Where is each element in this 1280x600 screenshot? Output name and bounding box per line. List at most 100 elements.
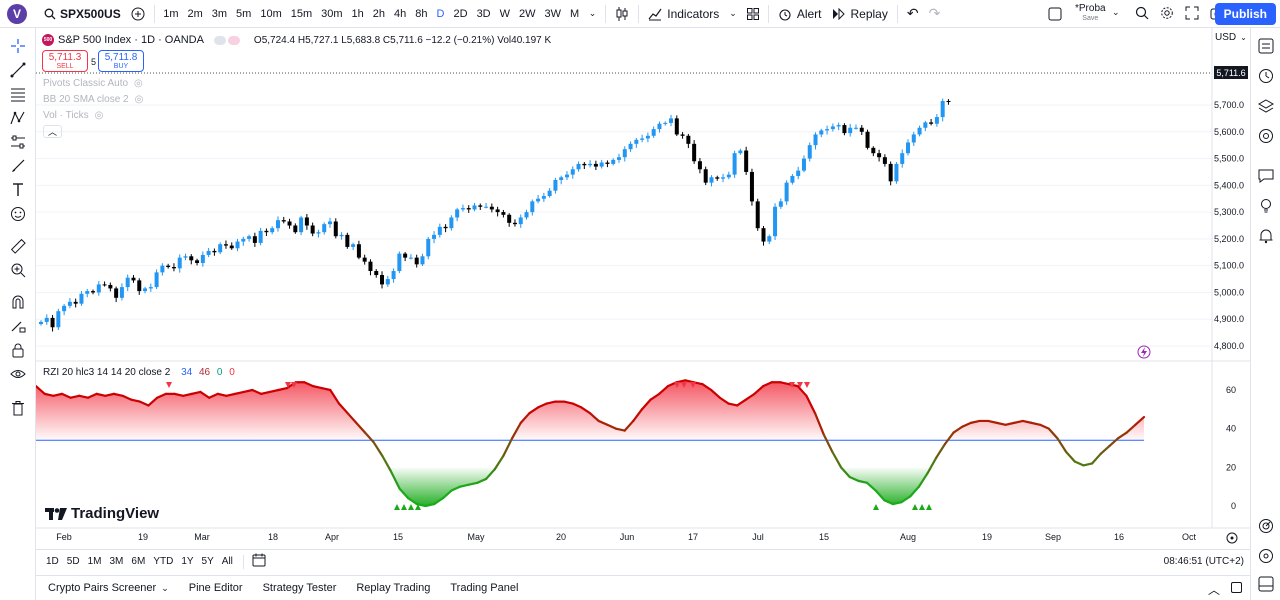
fullscreen-layout-button[interactable] <box>1043 0 1067 28</box>
range-ytd[interactable]: YTD <box>153 556 174 567</box>
price-axis[interactable]: 5,700.0 5,600.0 5,500.0 5,400.0 5,300.0 5,200… <box>1214 100 1244 351</box>
panels-button[interactable] <box>1256 574 1276 594</box>
indicators-button[interactable]: Indicators <box>643 0 724 28</box>
chart-canvas[interactable]: 5,700.0 5,600.0 5,500.0 5,400.0 5,300.0 5,200… <box>36 28 1250 549</box>
interval-w[interactable]: W <box>499 7 511 20</box>
chat-button[interactable] <box>1256 166 1276 186</box>
notifications-button[interactable] <box>1256 226 1276 246</box>
range-1d[interactable]: 1D <box>46 556 59 567</box>
alerts-button[interactable] <box>1256 66 1276 86</box>
tab-crypto-pairs-screener[interactable]: Crypto Pairs Screener ⌄ <box>48 582 169 594</box>
trend-line-tool[interactable] <box>8 60 28 80</box>
delete-tool[interactable] <box>8 398 28 418</box>
symbol-search[interactable]: SPX500US <box>39 0 126 28</box>
interval-dropdown[interactable]: ⌄ <box>584 0 602 28</box>
projection-tool[interactable] <box>8 132 28 152</box>
layouts-button[interactable] <box>742 0 764 28</box>
settings-button[interactable] <box>1160 6 1174 23</box>
tab-trading-panel[interactable]: Trading Panel <box>450 582 519 594</box>
text-tool[interactable] <box>8 180 28 200</box>
publish-button[interactable]: Publish <box>1214 3 1276 25</box>
interval-30m[interactable]: 30m <box>321 7 343 20</box>
object-tree-button[interactable] <box>1256 96 1276 116</box>
indicator-vol[interactable]: Vol · Ticks ◎ <box>43 110 103 121</box>
chart-type-button[interactable] <box>610 0 634 28</box>
timezone-clock[interactable]: 08:46:51 (UTC+2) <box>1163 556 1244 567</box>
ideas-button[interactable] <box>1256 196 1276 216</box>
layout-dropdown[interactable]: ⌄ <box>1112 7 1120 18</box>
fullscreen-button[interactable] <box>1185 6 1199 23</box>
lightning-badge[interactable] <box>1137 345 1151 359</box>
hotlist-button[interactable] <box>1256 126 1276 146</box>
collapse-panel-button[interactable]: ︿ <box>1208 581 1220 598</box>
range-3m[interactable]: 3M <box>109 556 124 567</box>
currency-selector[interactable]: USD ⌄ <box>1215 32 1247 43</box>
goto-date-button[interactable] <box>252 553 266 570</box>
interval-2w[interactable]: 2W <box>519 7 536 20</box>
range-5d[interactable]: 5D <box>66 556 80 567</box>
time-axis[interactable]: Feb 19 Mar 18 Apr 15 May 20 Jun 17 Jul 15 Aug 19 Sep 16… <box>56 532 1196 542</box>
quick-search-button[interactable] <box>1135 6 1149 23</box>
interval-8h[interactable]: 8h <box>415 7 428 20</box>
alert-button[interactable]: Alert <box>773 0 827 28</box>
indicators-dropdown[interactable]: ⌄ <box>724 0 742 28</box>
interval-2d[interactable]: 2D <box>453 7 468 20</box>
avatar[interactable]: V <box>7 3 27 24</box>
data-window-button[interactable] <box>1256 516 1276 536</box>
rzi-axis[interactable]: 60 40 20 0 <box>1226 385 1236 511</box>
interval-5m[interactable]: 5m <box>236 7 252 20</box>
crosshair-tool[interactable] <box>8 36 28 56</box>
interval-m[interactable]: M <box>570 7 580 20</box>
legend-toggle[interactable] <box>213 35 240 45</box>
interval-3m[interactable]: 3m <box>211 7 228 20</box>
eye-hidden-icon[interactable]: ◎ <box>134 94 144 105</box>
magnet-tool[interactable] <box>8 292 28 312</box>
eye-hidden-icon[interactable]: ◎ <box>134 78 143 89</box>
tab-replay-trading[interactable]: Replay Trading <box>356 582 431 594</box>
buy-button[interactable]: 5,711.8 BUY <box>98 50 144 72</box>
eye-hidden-icon[interactable]: ◎ <box>94 110 104 121</box>
interval-15m[interactable]: 15m <box>290 7 313 20</box>
maximize-panel-button[interactable] <box>1231 582 1242 596</box>
tradingview-logo[interactable]: TradingView <box>45 505 159 522</box>
sell-button[interactable]: 5,711.3 SELL <box>42 50 88 72</box>
interval-1h[interactable]: 1h <box>351 7 364 20</box>
redo-button[interactable]: ↷ <box>924 0 946 28</box>
compare-button[interactable] <box>126 0 150 28</box>
tab-strategy-tester[interactable]: Strategy Tester <box>262 582 337 594</box>
stay-drawing-tool[interactable] <box>8 316 28 336</box>
collapse-legend-button[interactable]: ︿ <box>43 125 62 138</box>
layout-name[interactable]: *Proba Save <box>1075 4 1106 24</box>
tab-pine-editor[interactable]: Pine Editor <box>188 582 243 594</box>
lock-tool[interactable] <box>8 340 28 360</box>
interval-4h[interactable]: 4h <box>394 7 407 20</box>
range-all[interactable]: All <box>221 556 233 567</box>
zoom-tool[interactable] <box>8 260 28 280</box>
interval-1m[interactable]: 1m <box>163 7 179 20</box>
brush-tool[interactable] <box>8 156 28 176</box>
symbol-title[interactable]: S&P 500 Index · 1D · OANDA <box>58 34 204 46</box>
range-6m[interactable]: 6M <box>131 556 146 567</box>
indicator-bb[interactable]: BB 20 SMA close 2 ◎ <box>43 94 143 105</box>
indicator-pivots[interactable]: Pivots Classic Auto ◎ <box>43 78 143 89</box>
range-5y[interactable]: 5Y <box>201 556 214 567</box>
measure-tool[interactable] <box>8 236 28 256</box>
interval-3d[interactable]: 3D <box>476 7 491 20</box>
fib-tool[interactable] <box>8 84 28 104</box>
range-1y[interactable]: 1Y <box>181 556 194 567</box>
range-1m[interactable]: 1M <box>87 556 102 567</box>
rzi-legend[interactable]: RZI 20 hlc3 14 14 20 close 2 34 46 0 0 <box>43 367 235 378</box>
undo-button[interactable]: ↶ <box>902 0 924 28</box>
watchlist-button[interactable] <box>1256 36 1276 56</box>
emoji-tool[interactable] <box>8 204 28 224</box>
interval-3w[interactable]: 3W <box>544 7 562 20</box>
interval-2m[interactable]: 2m <box>187 7 203 20</box>
interval-2h[interactable]: 2h <box>372 7 386 20</box>
replay-button[interactable]: Replay <box>827 0 893 28</box>
interval-10m[interactable]: 10m <box>260 7 282 20</box>
interval-d[interactable]: D <box>436 7 445 20</box>
pattern-tool[interactable] <box>8 108 28 128</box>
hide-tool[interactable] <box>8 364 28 384</box>
timeaxis-settings-button[interactable] <box>1226 532 1238 544</box>
help-button[interactable] <box>1256 546 1276 566</box>
